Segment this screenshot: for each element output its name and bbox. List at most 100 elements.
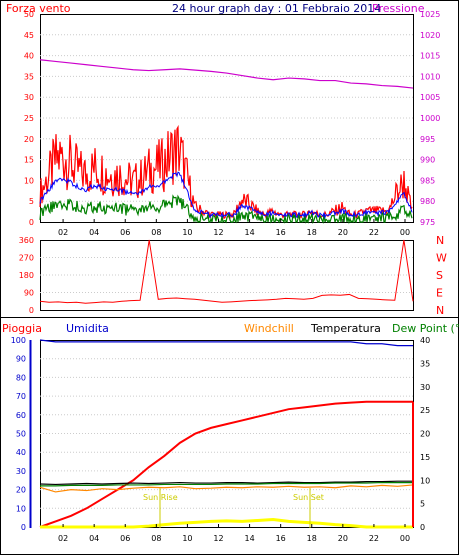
pressure-tick-label: 1025 [420,10,440,19]
pressure-tick-label: 990 [420,156,435,165]
climate-series [39,339,414,529]
climate-x-tick-label: 00 [400,534,410,543]
wind-tick-label: 25 [24,114,34,123]
compass-letter: N [436,304,444,317]
climate-x-tick-label: 10 [182,534,192,543]
sunrise-label: Sun Rise [143,493,178,502]
compass-letter: N [436,234,444,247]
direction-tick-label: 360 [19,236,34,245]
wind-x-tick-label: 00 [400,228,410,237]
pressure-tick-label: 1005 [420,93,440,102]
humidity-tick-label: 10 [16,504,26,513]
temperature-tick-label: 5 [420,500,425,509]
temperature-line [39,480,413,486]
humidity-tick-label: 20 [16,486,26,495]
temperature-tick-label: 20 [420,430,430,439]
wind-x-tick-label: 16 [276,228,286,237]
dewpoint-label: Dew Point (°C [392,322,459,335]
sunset-label: Sun Set [293,493,324,502]
direction-tick-label: 90 [24,289,34,298]
wind-x-tick-label: 18 [307,228,317,237]
temperature-tick-label: 15 [420,453,430,462]
wind-tick-label: 5 [29,197,34,206]
pressure-axis-title: Pressione [372,2,425,15]
wind-gust-line [39,171,413,220]
temperature-tick-label: 40 [420,336,430,345]
compass-letter: E [436,287,443,300]
wind-tick-label: 30 [24,93,34,102]
climate-x-tick-label: 14 [244,534,254,543]
direction-series [39,239,414,304]
wind-x-ticks: 02 04 06 08 10 12 14 16 18 20 22 00 [58,219,410,237]
wind-x-tick-label: 02 [58,228,68,237]
pressure-line [39,59,414,89]
chart-title: 24 hour graph day : 01 Febbraio 2014 [172,2,381,15]
wind-tick-label: 45 [24,31,34,40]
direction-grid [40,257,413,293]
wind-x-tick-label: 08 [151,228,161,237]
humidity-tick-label: 40 [16,448,26,457]
rain-label: Pioggia [2,322,42,335]
humidity-tick-label: 30 [16,467,26,476]
temperature-tick-label: 30 [420,383,430,392]
direction-line [39,239,414,304]
climate-left-ticks: 0 10 20 30 40 50 60 70 80 90 100 [11,336,26,532]
humidity-label: Umidita [66,322,109,335]
pressure-tick-label: 975 [420,218,435,227]
wind-x-tick-label: 12 [213,228,223,237]
solar-line [40,518,413,529]
windchill-line [39,484,414,493]
pressure-axis-ticks: 975 980 985 990 995 1000 1005 1010 1015 1020 1025 [420,10,440,227]
direction-tick-label: 0 [29,306,34,315]
humidity-tick-label: 80 [16,373,26,382]
wind-axis-title: Forza vento [6,2,71,15]
pressure-tick-label: 1000 [420,114,440,123]
wind-x-tick-label: 14 [244,228,254,237]
humidity-tick-label: 0 [21,523,26,532]
climate-x-tick-label: 02 [58,534,68,543]
dewpoint-line [40,481,413,487]
humidity-tick-label: 60 [16,411,26,420]
humidity-tick-label: 70 [16,392,26,401]
wind-x-tick-label: 10 [182,228,192,237]
wind-average-line [39,194,413,225]
direction-tick-label: 180 [19,271,34,280]
temperature-label: Temperatura [310,322,381,335]
climate-right-ticks: 0 5 10 15 20 25 30 35 40 [420,336,430,532]
wind-tick-label: 0 [29,218,34,227]
temperature-tick-label: 10 [420,476,430,485]
wind-tick-label: 50 [24,10,34,19]
humidity-tick-label: 50 [16,430,26,439]
wind-series [39,59,414,225]
wind-x-tick-label: 20 [338,228,348,237]
wind-x-tick-label: 04 [89,228,99,237]
pressure-tick-label: 995 [420,135,435,144]
climate-grid [40,358,413,509]
wind-tick-label: 10 [24,176,34,185]
pressure-tick-label: 1020 [420,31,440,40]
wind-tick-label: 20 [24,135,34,144]
wind-x-tick-label: 22 [369,228,379,237]
wind-grid [40,34,413,202]
climate-x-ticks: 02 04 06 08 10 12 14 16 18 20 22 00 [58,524,410,543]
climate-x-tick-label: 18 [307,534,317,543]
temperature-tick-label: 25 [420,406,430,415]
wind-tick-label: 40 [24,52,34,61]
climate-x-tick-label: 22 [369,534,379,543]
climate-x-tick-label: 16 [276,534,286,543]
humidity-tick-label: 100 [11,336,26,345]
pressure-tick-label: 1010 [420,72,440,81]
climate-x-tick-label: 04 [89,534,99,543]
direction-tick-label: 270 [19,254,34,263]
compass-letter: S [436,269,443,282]
windchill-label: Windchill [244,322,294,335]
climate-x-tick-label: 20 [338,534,348,543]
climate-x-tick-label: 12 [213,534,223,543]
wind-tick-label: 15 [24,156,34,165]
wind-tick-label: 35 [24,72,34,81]
pressure-tick-label: 1015 [420,52,440,61]
climate-x-tick-label: 08 [151,534,161,543]
